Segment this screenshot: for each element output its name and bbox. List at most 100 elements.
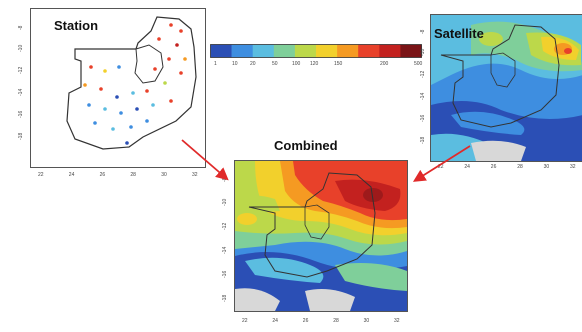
station-point (157, 37, 161, 41)
y-tick-label: -12 (222, 222, 228, 230)
x-tick-label: 24 (464, 164, 470, 170)
colorbar-cell (337, 44, 359, 58)
x-tick-label: 22 (242, 318, 248, 324)
y-tick-label: -10 (18, 44, 24, 52)
y-tick-label: -12 (420, 70, 426, 78)
y-tick-label: -16 (420, 114, 426, 122)
station-point (163, 81, 167, 85)
station-lake-outline (134, 44, 164, 84)
satellite-map-frame (430, 14, 582, 162)
station-point (131, 91, 135, 95)
y-tick-label: -8 (420, 29, 426, 34)
y-tick-label: -16 (222, 270, 228, 278)
x-tick-label: 22 (38, 172, 44, 178)
station-point (83, 83, 87, 87)
y-tick-label: -14 (18, 88, 24, 96)
station-point (87, 103, 91, 107)
station-point (145, 89, 149, 93)
combined-panel: Combined 22 24 26 28 30 32 -8 -10 -12 -14 -16 -18 (214, 132, 410, 332)
station-country-outline (66, 16, 197, 150)
satellite-map (431, 15, 582, 161)
x-tick-label: 22 (438, 164, 444, 170)
x-tick-label: 26 (99, 172, 106, 178)
station-point (103, 107, 107, 111)
colorbar-tick-label: 1 (214, 61, 217, 67)
station-point (169, 23, 173, 27)
colorbar-cell (231, 44, 253, 58)
y-tick-label: -18 (420, 136, 426, 144)
colorbar-tick-label: 50 (272, 61, 278, 67)
x-tick-label: 32 (570, 164, 576, 170)
satellite-panel: Satellite 22 24 26 28 30 32 -8 -10 -12 -14 -16 -18 (410, 4, 582, 180)
combined-title: Combined (274, 138, 338, 153)
satellite-title: Satellite (434, 26, 484, 41)
x-tick-label: 30 (161, 172, 167, 178)
station-title: Station (54, 18, 99, 33)
combined-map (235, 161, 407, 311)
station-point (151, 103, 155, 107)
colorbar-tick-label: 10 (232, 61, 238, 67)
station-point (125, 141, 129, 145)
colorbar-cell (400, 44, 422, 58)
colorbar-tick-label: 100 (292, 61, 301, 67)
colorbar-cell (252, 44, 275, 58)
colorbar-cell (294, 44, 317, 58)
station-point (115, 95, 119, 99)
station-map (66, 16, 197, 150)
station-point (175, 43, 179, 47)
station-points (83, 23, 187, 145)
colorbar-cell (358, 44, 380, 58)
y-tick-label: -14 (420, 92, 426, 100)
station-point (93, 121, 97, 125)
y-tick-label: -8 (18, 25, 24, 30)
x-tick-label: 26 (490, 164, 497, 170)
station-point (179, 71, 183, 75)
y-tick-label: -16 (18, 110, 24, 118)
y-tick-label: -10 (222, 198, 228, 206)
station-point (103, 69, 107, 73)
y-tick-label: -12 (18, 66, 24, 74)
station-point (119, 111, 123, 115)
x-tick-label: 28 (517, 164, 523, 170)
colorbar-cell (316, 44, 338, 58)
station-point (99, 87, 103, 91)
x-tick-label: 26 (302, 318, 309, 324)
y-tick-label: -14 (222, 246, 228, 254)
x-tick-label: 24 (68, 172, 75, 178)
station-point (135, 107, 139, 111)
colorbar-tick-label: 150 (334, 61, 343, 67)
station-point (129, 125, 133, 129)
y-tick-label: -10 (420, 48, 426, 56)
x-tick-label: 28 (333, 318, 339, 324)
x-tick-label: 30 (543, 164, 550, 170)
station-point (183, 57, 187, 61)
station-point (167, 57, 171, 61)
colorbar-cell (210, 44, 232, 58)
x-tick-label: 30 (363, 318, 370, 324)
y-tick-label: -18 (18, 132, 24, 140)
colorbar-cell (379, 44, 401, 58)
colorbar-cell (273, 44, 296, 58)
x-tick-label: 32 (394, 318, 400, 324)
station-point (179, 29, 183, 33)
station-point (145, 119, 149, 123)
station-point (111, 127, 115, 131)
x-tick-label: 24 (272, 318, 278, 324)
y-tick-label: -8 (222, 177, 228, 182)
colorbar-strip (210, 44, 422, 58)
x-tick-label: 32 (192, 172, 198, 178)
colorbar-tick-label: 200 (380, 61, 389, 67)
station-point (153, 67, 157, 71)
station-panel: Station 22 24 26 28 30 32 -8 -10 -12 -14 -16 -18 (6, 6, 206, 184)
station-point (117, 65, 121, 69)
colorbar-tick-label: 500 (414, 61, 423, 67)
station-point (169, 99, 173, 103)
station-map-frame (30, 8, 206, 168)
colorbar-tick-label: 20 (250, 61, 256, 67)
combined-map-frame (234, 160, 408, 312)
station-point (89, 65, 93, 69)
x-tick-label: 28 (130, 172, 136, 178)
y-tick-label: -18 (222, 294, 228, 302)
colorbar-tick-label: 120 (310, 61, 319, 67)
precipitation-colorbar: 1 10 20 50 100 120 150 200 500 (210, 44, 422, 76)
